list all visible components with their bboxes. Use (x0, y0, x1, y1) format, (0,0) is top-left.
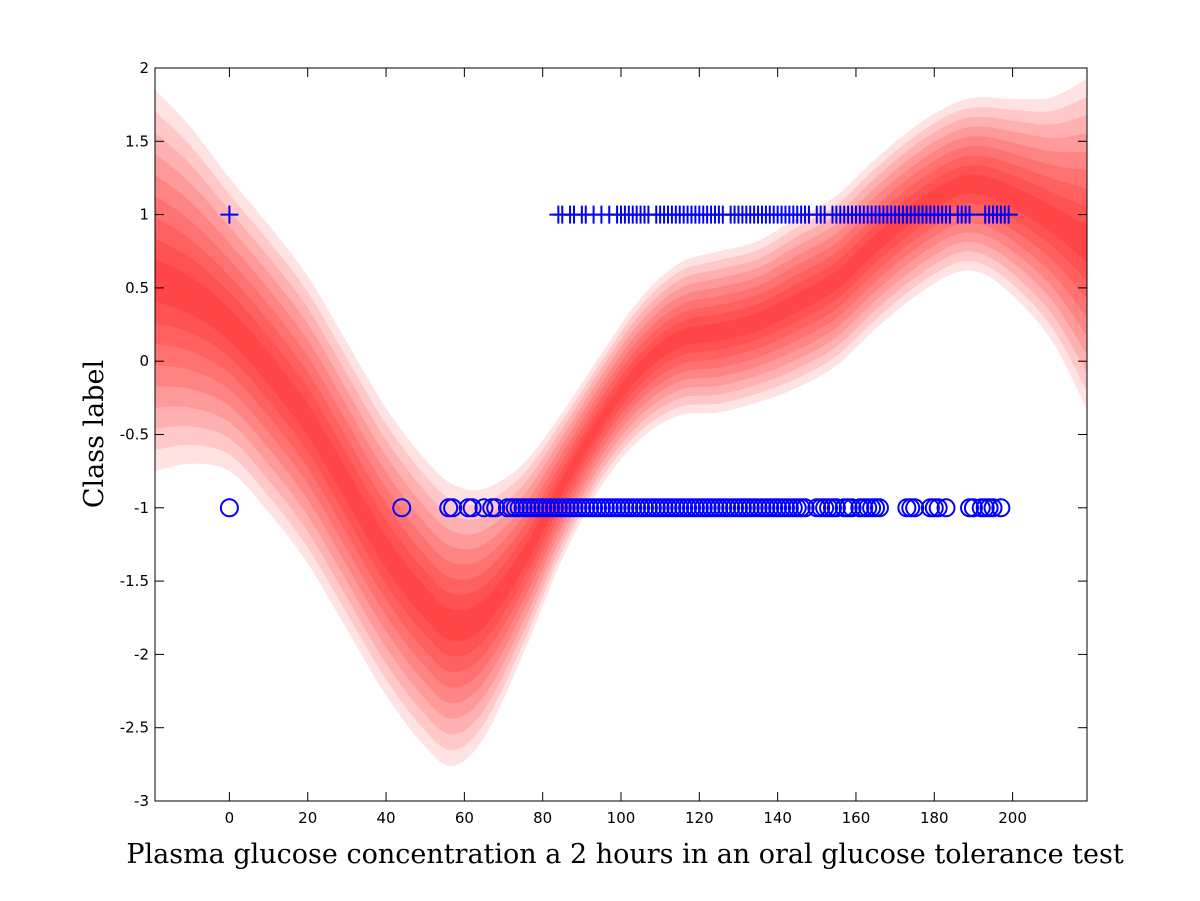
x-tick-label: 60 (455, 809, 474, 827)
band-level (155, 155, 1087, 673)
circle-marker (928, 498, 948, 518)
circle-marker (901, 498, 921, 518)
x-axis-label: Plasma glucose concentration a 2 hours i… (126, 839, 1124, 870)
band-level (155, 126, 1087, 719)
circle-marker (983, 498, 1003, 518)
band-level (155, 165, 1087, 657)
x-tick-label: 40 (376, 809, 395, 827)
y-tick-label: 0 (139, 352, 149, 370)
band-level (155, 146, 1087, 688)
y-tick-label: -2.5 (120, 719, 149, 737)
x-tick-label: 100 (607, 809, 636, 827)
circle-marker (936, 498, 956, 518)
circle-marker (963, 498, 983, 518)
predictive-band (155, 78, 1087, 767)
y-tick-label: 0.5 (125, 279, 149, 297)
circle-marker (486, 498, 506, 518)
plus-marker (220, 205, 239, 224)
x-tick-label: 80 (533, 809, 552, 827)
x-tick-label: 120 (685, 809, 714, 827)
circle-marker (869, 498, 889, 518)
band-level (155, 115, 1087, 735)
circle-marker (826, 498, 846, 518)
circle-marker (991, 498, 1011, 518)
circle-marker (443, 498, 463, 518)
circle-marker (392, 498, 412, 518)
y-tick-label: 2 (139, 59, 149, 77)
circle-marker (219, 498, 239, 518)
x-tick-label: 140 (763, 809, 792, 827)
y-tick-label: -2 (134, 645, 149, 663)
y-tick-label: -1 (134, 499, 149, 517)
band-level (155, 96, 1087, 751)
data-markers (219, 205, 1018, 518)
circle-marker (462, 498, 482, 518)
circle-marker (842, 498, 862, 518)
circle-marker (795, 498, 815, 518)
plus-marker (999, 205, 1018, 224)
y-axis-label: Class label (79, 360, 110, 508)
axis-ticks: 0 20 40 60 80 100 120 140 160 180 200-3-2.5-2-1.5-… (120, 59, 1087, 827)
circle-marker (474, 498, 494, 518)
x-tick-label: 20 (298, 809, 317, 827)
x-tick-label: 180 (920, 809, 949, 827)
y-tick-label: -3 (134, 792, 149, 810)
x-tick-label: 0 (225, 809, 235, 827)
band-level (155, 78, 1087, 767)
y-tick-label: -0.5 (120, 426, 149, 444)
x-tick-label: 160 (842, 809, 871, 827)
y-tick-label: -1.5 (120, 572, 149, 590)
y-tick-label: 1 (139, 206, 149, 224)
circle-marker (905, 498, 925, 518)
band-level (155, 136, 1087, 704)
plus-marker (960, 205, 979, 224)
y-tick-label: 1.5 (125, 132, 149, 150)
x-tick-label: 200 (998, 809, 1027, 827)
